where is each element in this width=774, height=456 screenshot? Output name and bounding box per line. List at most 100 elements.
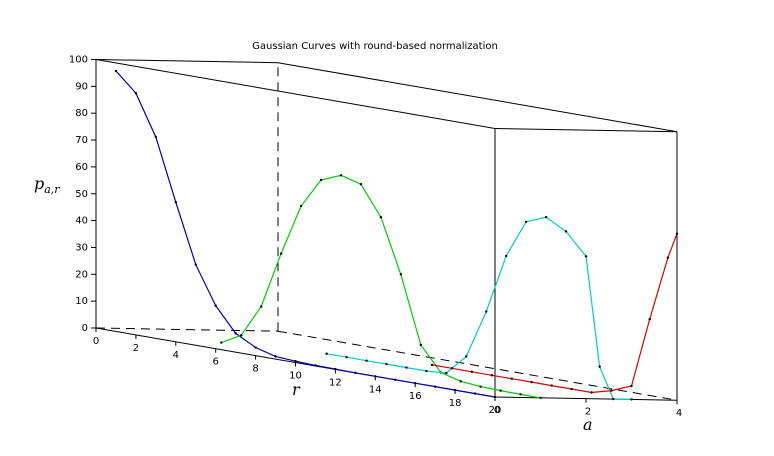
data-point: [359, 182, 363, 186]
data-point: [194, 263, 197, 266]
data-point: [499, 389, 502, 392]
plot-frame: [91, 59, 678, 405]
data-point: [630, 398, 633, 401]
data-point: [134, 92, 138, 95]
data-point: [114, 69, 118, 73]
r-tick-label: 16: [409, 391, 422, 402]
data-point: [314, 364, 317, 367]
data-point: [299, 204, 303, 208]
data-point: [539, 396, 542, 399]
data-point: [445, 371, 448, 375]
r-tick-label: 10: [289, 371, 302, 382]
data-point: [274, 355, 277, 358]
z-tick-label: 60: [75, 162, 88, 173]
data-point: [590, 391, 593, 394]
data-point: [612, 397, 615, 401]
a-tick-label: 2: [585, 407, 591, 418]
top-far-edge: [277, 62, 678, 133]
data-point: [374, 375, 377, 378]
data-point: [354, 371, 357, 375]
series-line-0: [115, 70, 496, 398]
z-tick-label: 70: [75, 135, 88, 146]
data-point: [584, 255, 588, 258]
data-point: [430, 363, 434, 367]
data-point: [610, 389, 613, 392]
r-tick-label: 20: [489, 405, 502, 416]
data-point: [379, 215, 383, 219]
data-point: [485, 310, 488, 313]
data-point: [325, 352, 328, 355]
a-tick-label: 0: [494, 405, 500, 416]
data-point: [260, 305, 263, 308]
data-point: [490, 374, 494, 377]
data-point: [453, 388, 457, 392]
data-point: [433, 385, 437, 388]
data-point: [365, 359, 368, 362]
data-point: [493, 395, 497, 399]
z-tick-label: 20: [75, 269, 88, 280]
data-point: [294, 359, 297, 363]
data-point: [154, 135, 158, 139]
z-axis-label-main: p: [34, 174, 44, 193]
z-axis-label-sub: a,r: [44, 183, 60, 196]
r-tick-label: 0: [93, 336, 99, 347]
data-point: [385, 362, 388, 366]
data-point: [254, 346, 257, 349]
r-tick-label: 4: [173, 350, 179, 361]
data-point: [505, 254, 508, 258]
data-point: [630, 384, 633, 388]
data-point: [240, 334, 243, 337]
data-point: [648, 317, 651, 321]
data-point: [334, 367, 337, 371]
data-point: [473, 392, 477, 395]
z-tick-label: 90: [75, 81, 88, 92]
data-point: [414, 382, 417, 385]
z-tick-label: 0: [82, 323, 88, 334]
data-point: [564, 230, 568, 233]
z-tick-label: 10: [75, 296, 88, 307]
z-tick-label: 100: [69, 55, 88, 66]
top-front-edge: [95, 59, 496, 129]
data-point: [530, 380, 533, 384]
data-point: [174, 200, 177, 204]
z-tick-label: 50: [75, 189, 88, 200]
data-point: [214, 304, 217, 307]
base-far-edge: [277, 330, 678, 401]
data-point: [419, 343, 422, 347]
data-point: [234, 332, 237, 335]
data-point: [399, 273, 403, 276]
data-point: [675, 232, 679, 235]
data-point: [339, 174, 343, 177]
data-point: [450, 367, 454, 370]
data-point: [279, 252, 283, 255]
r-tick-label: 8: [252, 364, 258, 375]
a-tick-label: 4: [676, 408, 682, 419]
top-back-edge: [95, 59, 279, 64]
top-right-edge: [494, 128, 678, 133]
z-tick-label: 40: [75, 216, 88, 227]
data-point: [470, 370, 474, 373]
a-axis-label: a: [583, 415, 593, 434]
data-point: [550, 384, 553, 387]
data-point: [479, 385, 482, 388]
data-point: [519, 393, 522, 396]
base-back-edge: [95, 327, 279, 332]
curves: [114, 69, 679, 401]
data-point: [666, 256, 670, 259]
series-line-3: [431, 233, 678, 394]
r-tick-label: 12: [329, 377, 342, 388]
z-axis-label: pa,r: [34, 174, 60, 196]
series-line-2: [326, 216, 632, 400]
series-line-1: [221, 174, 541, 399]
data-point: [220, 341, 223, 344]
data-point: [465, 355, 468, 358]
r-tick-label: 14: [369, 384, 382, 395]
data-point: [459, 380, 462, 383]
z-tick-label: 80: [75, 108, 88, 119]
data-point: [510, 377, 513, 380]
data-point: [394, 378, 397, 381]
data-point: [544, 215, 548, 219]
data-point: [570, 387, 573, 391]
data-point: [524, 220, 528, 223]
